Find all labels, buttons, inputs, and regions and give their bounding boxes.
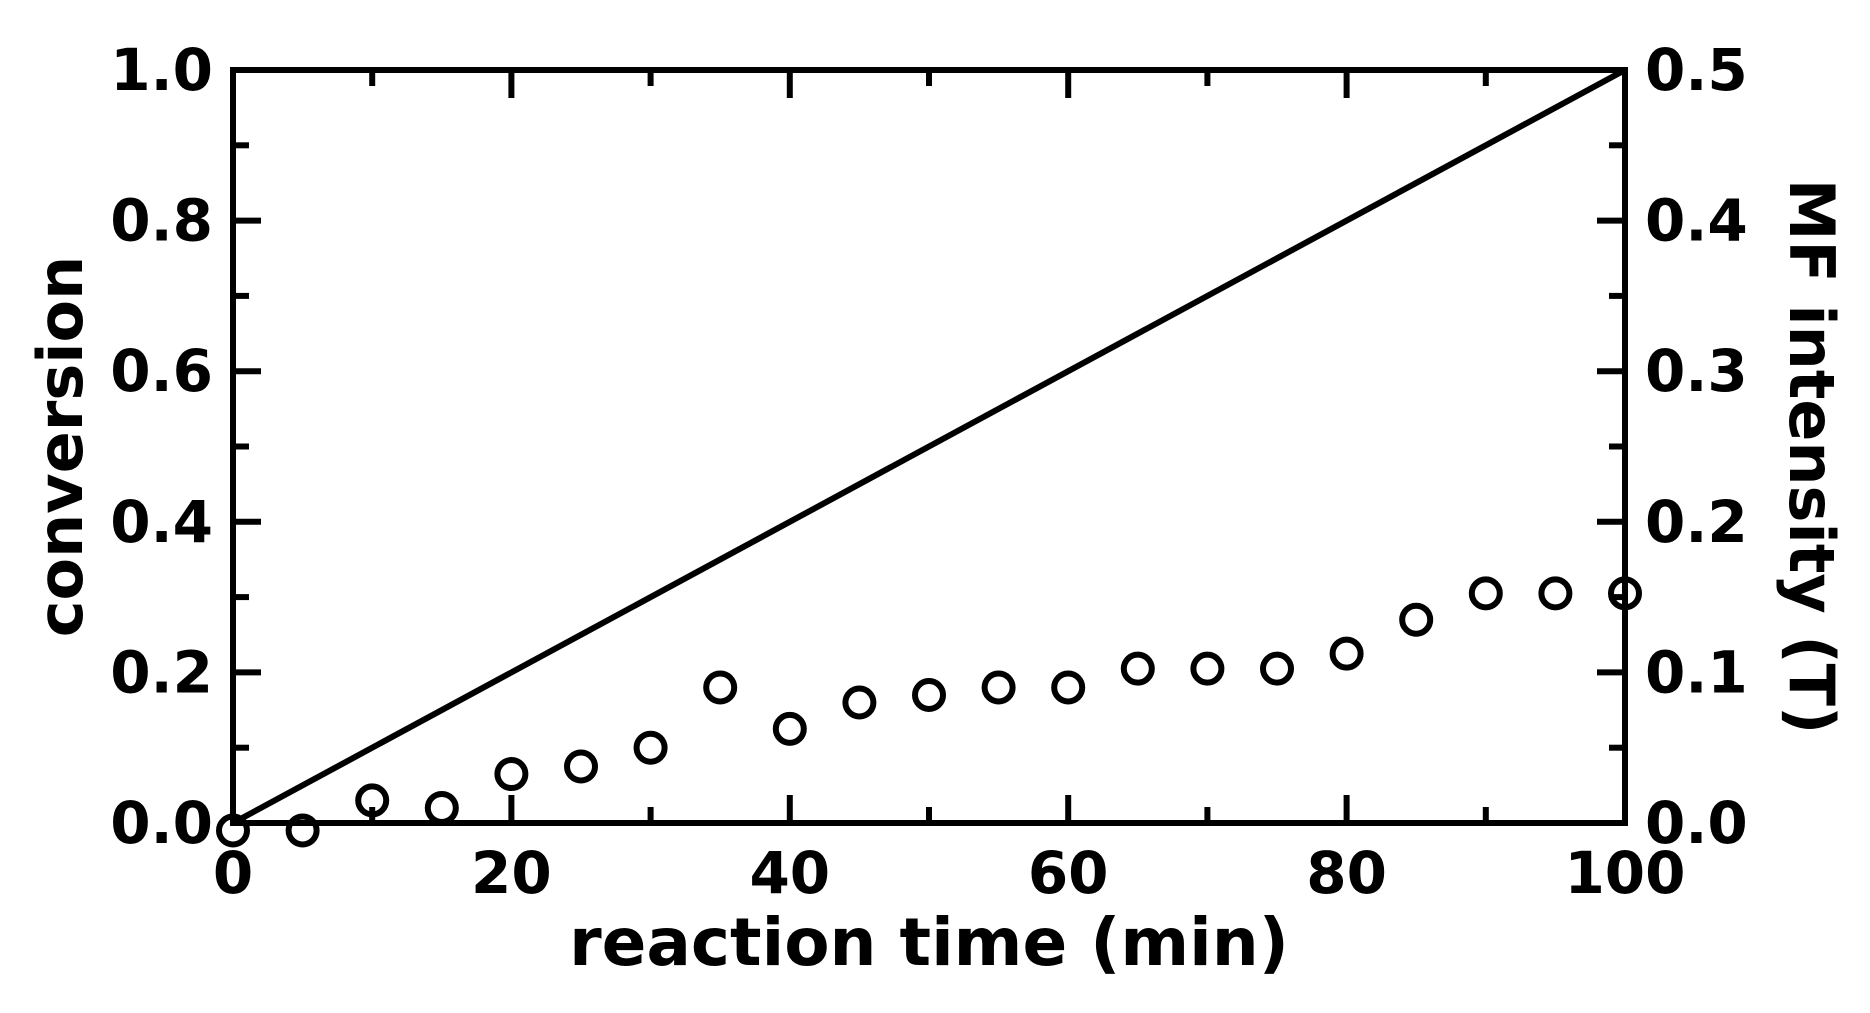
y-tick-label: 0.6 — [110, 337, 213, 405]
conversion-point — [772, 711, 807, 746]
conversion-point — [494, 757, 529, 792]
conversion-point — [216, 813, 250, 848]
y2-tick-label: 0.0 — [1645, 789, 1748, 857]
conversion-point — [1399, 602, 1434, 637]
conversion-point — [1260, 651, 1294, 686]
conversion-point — [633, 730, 668, 765]
conversion-point — [564, 749, 598, 784]
conversion-point — [424, 790, 459, 825]
conversion-point — [1120, 651, 1155, 686]
mf-intensity-line — [231, 67, 1627, 826]
conversion-point — [842, 685, 877, 720]
conversion-point — [912, 677, 946, 712]
conversion-point — [285, 813, 320, 848]
y-tick-label: 0.4 — [110, 488, 213, 556]
conversion-point — [703, 670, 738, 705]
x-tick-label: 0 — [213, 839, 253, 907]
x-tick-label: 60 — [1028, 839, 1109, 907]
conversion-point — [1608, 576, 1642, 611]
x-tick-label: 20 — [471, 839, 552, 907]
y2-tick-label: 0.5 — [1645, 36, 1748, 104]
x-axis-title: reaction time (min) — [569, 904, 1289, 981]
y-tick-label: 0.2 — [110, 638, 213, 706]
y2-tick-label: 0.3 — [1645, 337, 1748, 405]
x-tick-label: 80 — [1306, 839, 1387, 907]
y2-tick-label: 0.1 — [1645, 638, 1748, 706]
y-tick-label: 0.0 — [110, 789, 213, 857]
conversion-point — [1329, 636, 1364, 671]
tick-labels: 0 20 40 60 80 1000.00.20.40.60.81.00.00.10.20… — [110, 36, 1748, 907]
y-tick-label: 1.0 — [110, 36, 213, 104]
conversion-point — [1051, 670, 1086, 705]
series-layer — [216, 67, 1642, 848]
y2-tick-label: 0.4 — [1645, 187, 1748, 255]
conversion-point — [981, 670, 1016, 705]
conversion-point — [1190, 651, 1225, 686]
x-tick-label: 40 — [749, 839, 830, 907]
y-axis-title: conversion — [24, 256, 97, 637]
conversion-point — [1468, 576, 1503, 611]
y2-axis-title: MF intensity (T) — [1775, 179, 1848, 735]
plot-frame — [230, 67, 1628, 826]
y-tick-label: 0.8 — [110, 187, 213, 255]
x-tick-label: 100 — [1564, 839, 1685, 907]
conversion-point — [355, 783, 390, 818]
y2-tick-label: 0.2 — [1645, 488, 1748, 556]
conversion-point — [1538, 576, 1573, 611]
